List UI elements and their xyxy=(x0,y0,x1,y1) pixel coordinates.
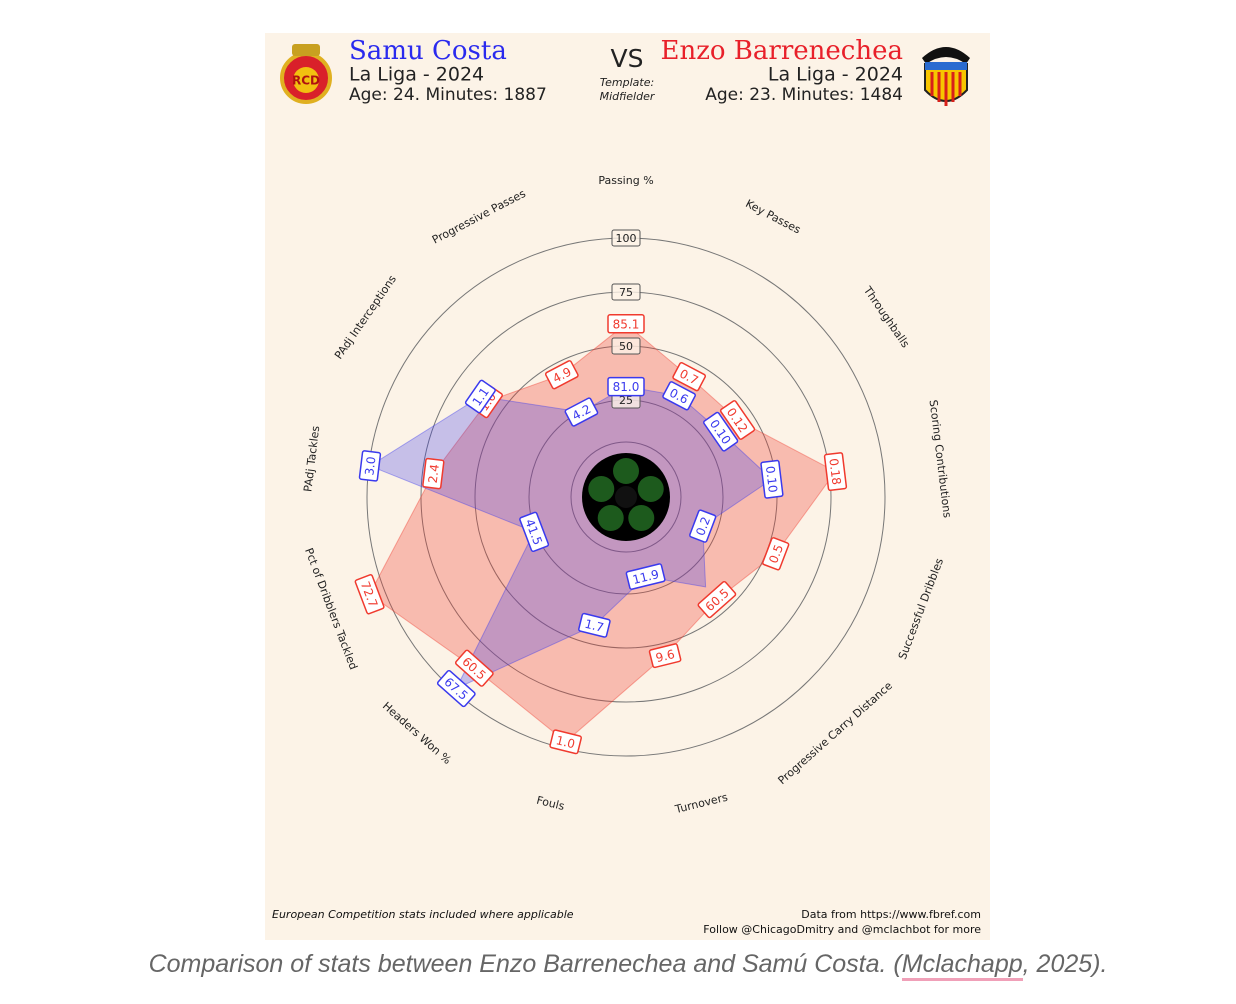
value-label-box xyxy=(464,379,496,414)
caption-text: , 2025). xyxy=(1022,950,1108,978)
value-label-box xyxy=(544,360,579,390)
ball-patch xyxy=(615,486,637,508)
r-tick-label: 25 xyxy=(619,394,633,407)
value-label: 9.6 xyxy=(648,643,682,669)
home-badge: RCD xyxy=(280,44,332,104)
value-label-text: 9.6 xyxy=(654,647,676,665)
value-label: 0.18 xyxy=(823,452,848,492)
away-badge xyxy=(922,47,970,106)
value-label-box xyxy=(762,537,790,571)
value-label: 1.7 xyxy=(578,612,611,638)
player-league: La Liga - 2024 xyxy=(768,64,903,86)
value-label-text: 0.2 xyxy=(693,515,713,538)
vs-label: VS xyxy=(611,44,644,73)
value-label-text: 1.7 xyxy=(583,617,605,635)
value-label-text: 1.0 xyxy=(555,733,577,751)
r-tick-box xyxy=(611,229,641,247)
caption: Comparison of stats between Enzo Barrene… xyxy=(0,950,1236,981)
footer-credit: Follow @ChicagoDmitry and @mclachbot for… xyxy=(703,923,981,936)
value-label-box xyxy=(625,563,666,590)
r-tick-label: 75 xyxy=(619,286,633,299)
template-name: Midfielder xyxy=(600,90,656,103)
value-label-box xyxy=(689,509,717,543)
value-label-text: 85.1 xyxy=(613,317,640,331)
value-label-box xyxy=(422,457,445,490)
value-label: 3.0 xyxy=(358,450,382,482)
value-label-box xyxy=(662,381,696,411)
value-label-box xyxy=(519,511,550,553)
value-label-text: 0.18 xyxy=(826,458,843,486)
value-label-box xyxy=(607,314,645,334)
value-label: 72.7 xyxy=(354,574,385,615)
value-label: 0.6 xyxy=(662,381,696,411)
value-label: 4.9 xyxy=(544,360,579,390)
value-label-text: 3.0 xyxy=(362,456,378,477)
value-label: 11.9 xyxy=(625,563,666,590)
player-league: La Liga - 2024 xyxy=(349,64,484,86)
player-name: Samu Costa xyxy=(349,36,507,66)
value-label: 1.0 xyxy=(549,729,582,755)
value-label-box xyxy=(719,400,756,440)
player-info: Age: 24. Minutes: 1887 xyxy=(349,85,547,105)
ball-patch xyxy=(588,475,615,502)
footer-note: European Competition stats included wher… xyxy=(272,908,574,921)
value-label: 81.0 xyxy=(607,376,645,397)
value-label-box xyxy=(760,459,784,499)
ball-patch xyxy=(613,458,639,484)
footer-source: Data from https://www.fbref.com xyxy=(801,908,981,921)
ball-patch xyxy=(628,505,655,532)
value-label-text: 2.4 xyxy=(426,463,442,484)
value-label: 41.5 xyxy=(519,511,550,553)
r-tick-label: 50 xyxy=(619,340,633,353)
value-label-box xyxy=(358,450,382,482)
value-label-box xyxy=(549,729,582,755)
inner-ring xyxy=(570,441,682,553)
value-label-box xyxy=(607,376,645,397)
value-label-box xyxy=(672,362,706,392)
value-label-box xyxy=(354,574,385,615)
axis-label: Passing % xyxy=(598,174,653,187)
value-label: 2.4 xyxy=(422,457,445,490)
value-label: 4.2 xyxy=(564,397,599,427)
value-label: 0.10 xyxy=(760,459,784,499)
svg-text:RCD: RCD xyxy=(292,74,320,88)
value-label-box xyxy=(697,580,737,619)
value-label: 0.2 xyxy=(689,509,717,543)
r-tick-label: 100 xyxy=(616,232,637,245)
value-label-box xyxy=(648,643,682,669)
value-label-box xyxy=(578,612,611,638)
value-label-box xyxy=(454,649,494,687)
value-label: 1.1 xyxy=(464,379,496,414)
r-tick: 75 xyxy=(611,283,641,301)
value-label: 0.5 xyxy=(762,537,790,571)
value-label: 0.7 xyxy=(672,362,706,392)
value-label-text: 81.0 xyxy=(613,380,640,394)
player-info: Age: 23. Minutes: 1484 xyxy=(705,85,903,105)
r-tick: 100 xyxy=(611,229,641,247)
r-tick-box xyxy=(611,283,641,301)
caption-text: Comparison of stats between Enzo Barrene… xyxy=(148,950,902,978)
value-label-text: 0.5 xyxy=(766,543,786,566)
value-label-box xyxy=(823,452,848,492)
player-name: Enzo Barrenechea xyxy=(660,36,903,66)
ball-patch xyxy=(597,505,624,532)
template-label: Template: xyxy=(600,76,654,89)
r-tick-box xyxy=(611,337,641,355)
value-label: 85.1 xyxy=(607,314,645,334)
value-label-text: 0.10 xyxy=(763,465,780,493)
caption-link[interactable]: Mclachapp xyxy=(901,950,1023,981)
value-label-box xyxy=(703,411,739,452)
value-label-box xyxy=(564,397,599,427)
ball-patch xyxy=(637,475,664,502)
value-label-box xyxy=(436,669,476,708)
value-label-text: 11.9 xyxy=(631,567,660,587)
chart: RCD Samu Costa La Liga - 2024 Age: 24. M… xyxy=(265,33,990,940)
r-tick: 50 xyxy=(611,337,641,355)
